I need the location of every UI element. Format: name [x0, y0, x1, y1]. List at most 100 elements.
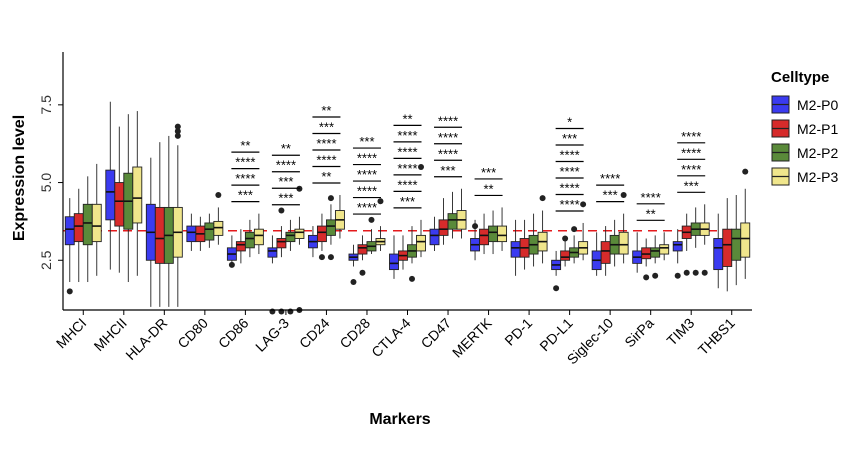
significance-label: ***	[440, 163, 455, 178]
box-CD80-M2-P0	[186, 213, 197, 251]
significance-label: **	[321, 169, 331, 184]
outlier-point	[66, 288, 73, 295]
outlier-point	[359, 269, 366, 276]
x-tick-label: CD24	[296, 315, 333, 352]
box-CD28-M2-P0	[348, 244, 359, 267]
significance-CD24-0: **	[312, 169, 341, 184]
box-THBS1-M2-P1	[722, 198, 733, 292]
significance-CD86-3: **	[231, 138, 260, 153]
significance-Siglec-10-1: ****	[596, 171, 625, 186]
significance-label: ***	[603, 188, 618, 203]
box-iqr	[204, 222, 215, 241]
box-CD80-M2-P1	[195, 216, 206, 251]
significance-PD-L1-5: *	[555, 114, 584, 129]
significance-CTLA-4-0: ***	[393, 194, 422, 209]
box-THBS1-M2-P2	[731, 194, 742, 286]
significance-PD-L1-3: ****	[555, 147, 584, 162]
legend-label: M2-P1	[797, 121, 838, 137]
significance-CD24-2: ****	[312, 136, 341, 151]
significance-label: ***	[684, 178, 699, 193]
box-iqr	[438, 219, 449, 236]
x-tick-label: TIM3	[663, 315, 697, 349]
box-CD86-M2-P3	[253, 213, 264, 255]
significance-CD28-4: ***	[352, 134, 381, 149]
significance-label: ****	[357, 167, 377, 182]
box-SirPa-M2-P2	[650, 235, 661, 264]
significance-CTLA-4-5: **	[393, 111, 422, 126]
box-iqr	[722, 228, 733, 267]
outlier-point	[553, 285, 560, 292]
significance-label: ***	[481, 165, 496, 180]
significance-label: ****	[559, 164, 579, 179]
significance-CD47-1: ****	[434, 146, 463, 161]
box-iqr	[357, 244, 368, 255]
significance-CD24-1: ****	[312, 152, 341, 167]
significance-label: ****	[397, 177, 417, 192]
legend-item-M2-P3: M2-P3	[771, 167, 838, 186]
box-MHCII-M2-P3	[132, 111, 143, 276]
box-iqr	[510, 241, 521, 258]
significance-label: ****	[397, 144, 417, 159]
significance-CD28-2: ****	[352, 167, 381, 182]
box-THBS1-M2-P0	[713, 213, 724, 289]
box-PD-1-M2-P2	[528, 213, 539, 267]
box-CD24-M2-P3	[334, 194, 345, 239]
box-CTLA-4-M2-P2	[407, 226, 417, 264]
box-CD47-M2-P1	[438, 198, 449, 245]
significance-label: ***	[278, 191, 293, 206]
box-Siglec-10-M2-P1	[600, 226, 611, 276]
significance-CD86-2: ****	[231, 155, 260, 170]
outlier-point	[472, 223, 479, 230]
box-Siglec-10-M2-P0	[591, 232, 602, 276]
significance-PD-L1-2: ****	[555, 164, 584, 179]
significance-label: **	[483, 181, 493, 196]
box-MERTK-M2-P0	[470, 219, 481, 261]
significance-CTLA-4-4: ****	[393, 128, 422, 143]
significance-label: ****	[397, 161, 417, 176]
box-iqr	[560, 250, 571, 261]
box-MHCI-M2-P1	[73, 188, 84, 283]
y-tick-label: 2.5	[38, 250, 54, 270]
significance-label: **	[402, 111, 412, 126]
significance-label: ***	[562, 131, 577, 146]
significance-CTLA-4-1: ****	[393, 177, 422, 192]
box-iqr	[618, 231, 629, 255]
significance-label: ***	[359, 134, 374, 149]
outlier-point	[327, 195, 334, 202]
box-iqr	[713, 238, 724, 271]
significance-label: ****	[235, 155, 255, 170]
box-LAG-3-M2-P2	[285, 219, 296, 251]
box-PD-L1-M2-P2	[569, 235, 580, 264]
x-tick-label: CTLA-4	[368, 315, 414, 361]
box-MHCII-M2-P2	[123, 114, 134, 283]
box-iqr	[650, 247, 661, 258]
box-iqr	[479, 228, 490, 246]
box-iqr	[91, 203, 102, 243]
box-CTLA-4-M2-P3	[416, 219, 426, 258]
significance-label: ****	[235, 171, 255, 186]
x-tick-label: PD-L1	[536, 315, 576, 355]
box-iqr	[244, 231, 255, 249]
box-iqr	[235, 241, 246, 252]
outlier-point	[674, 272, 681, 279]
box-Siglec-10-M2-P3	[618, 213, 629, 264]
box-iqr	[276, 238, 287, 249]
box-PD-1-M2-P3	[537, 210, 548, 264]
significance-label: ****	[681, 145, 701, 160]
box-MERTK-M2-P2	[488, 210, 499, 255]
box-iqr	[325, 219, 336, 236]
significance-Siglec-10-0: ***	[596, 188, 625, 203]
box-iqr	[105, 169, 116, 221]
box-TIM3-M2-P0	[672, 229, 683, 264]
box-iqr	[416, 234, 426, 252]
box-layer	[64, 101, 751, 307]
significance-CD86-1: ****	[231, 171, 260, 186]
box-CD28-M2-P2	[366, 229, 377, 255]
significance-label: ****	[357, 200, 377, 215]
outlier-point	[228, 261, 235, 268]
box-SirPa-M2-P0	[632, 232, 643, 273]
x-tick-label: MHCII	[91, 315, 130, 354]
box-HLA-DR-M2-P0	[145, 157, 156, 307]
box-CD47-M2-P0	[429, 216, 440, 251]
box-PD-L1-M2-P3	[578, 222, 589, 261]
